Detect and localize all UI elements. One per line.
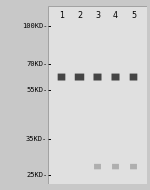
Text: 2: 2 [77, 11, 82, 20]
Text: 5: 5 [131, 11, 136, 20]
Text: 3: 3 [95, 11, 100, 20]
Text: 100KD-: 100KD- [22, 23, 47, 28]
FancyBboxPatch shape [93, 74, 102, 81]
Text: 35KD-: 35KD- [26, 136, 47, 142]
Text: 70KD-: 70KD- [26, 61, 47, 67]
Text: 55KD-: 55KD- [26, 87, 47, 93]
Text: 1: 1 [59, 11, 64, 20]
FancyBboxPatch shape [111, 74, 120, 81]
FancyBboxPatch shape [94, 164, 101, 169]
FancyBboxPatch shape [75, 74, 84, 81]
FancyBboxPatch shape [112, 164, 119, 169]
Text: 4: 4 [113, 11, 118, 20]
Text: 25KD-: 25KD- [26, 172, 47, 178]
FancyBboxPatch shape [58, 74, 65, 81]
FancyBboxPatch shape [130, 74, 137, 81]
FancyBboxPatch shape [130, 164, 137, 169]
